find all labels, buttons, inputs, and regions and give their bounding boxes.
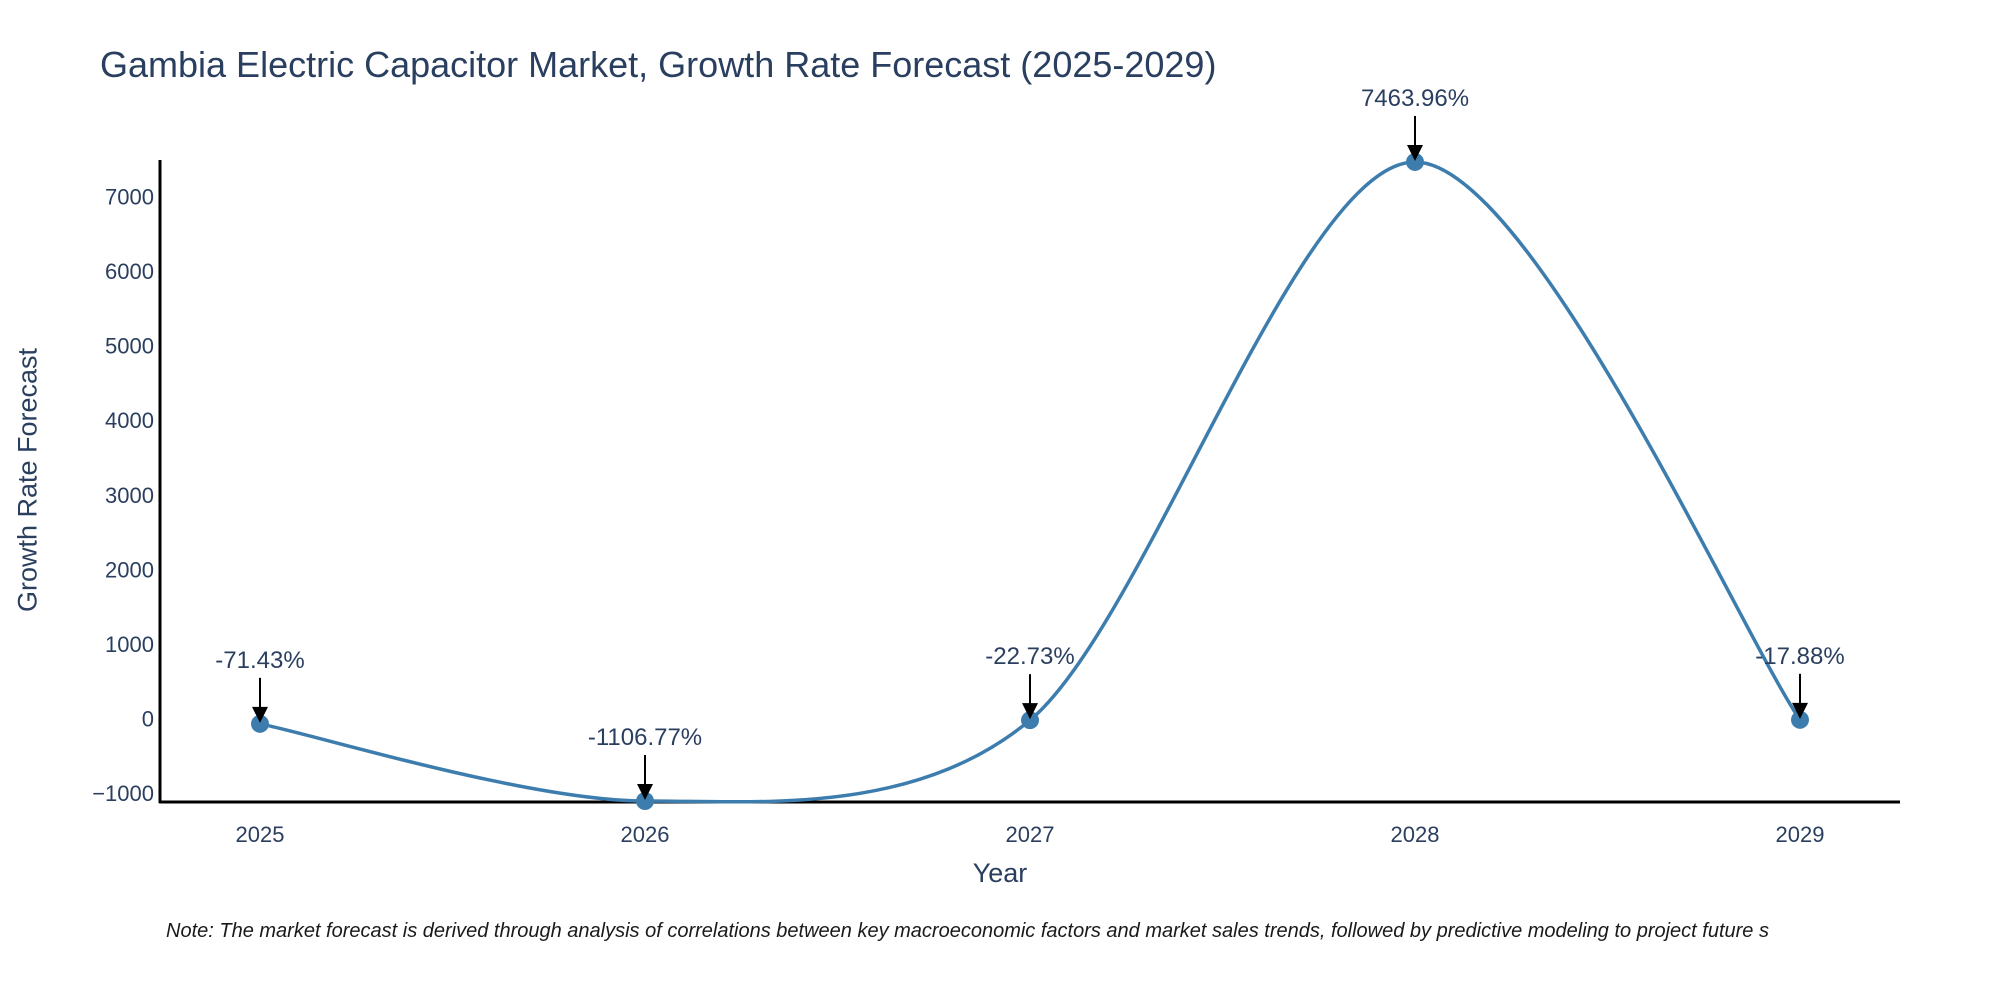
y-tick-label: 5000	[105, 334, 154, 359]
x-tick-label: 2027	[1006, 822, 1055, 847]
y-tick-label: 0	[142, 706, 154, 731]
data-label: -1106.77%	[588, 724, 702, 751]
data-point	[251, 714, 269, 733]
x-tick-label: 2028	[1391, 822, 1440, 847]
x-ticks: 2025 2026 2027 2028 2029	[236, 822, 1825, 847]
x-axis-label: Year	[972, 858, 1028, 888]
x-tick-label: 2026	[621, 822, 670, 847]
x-tick-label: 2025	[236, 822, 285, 847]
data-point	[1021, 711, 1039, 730]
chart-title: Gambia Electric Capacitor Market, Growth…	[100, 44, 1217, 85]
series-line	[259, 160, 1802, 804]
data-point	[1791, 710, 1809, 729]
data-label: -17.88%	[1755, 643, 1844, 670]
data-label: -71.43%	[215, 647, 304, 674]
y-ticks: −1000 0 1000 2000 3000 4000 5000 6000 7000	[92, 185, 154, 807]
annotation-arrow-head	[1022, 703, 1038, 720]
y-tick-label: −1000	[92, 781, 154, 806]
data-point	[1406, 152, 1424, 171]
annotation-arrow-head	[1792, 702, 1808, 719]
data-markers	[251, 152, 1809, 811]
axes	[158, 160, 1900, 804]
data-annotations: -71.43% -1106.77% -22.73% 7463.96% -17.88%	[215, 85, 1845, 801]
y-tick-label: 4000	[105, 408, 154, 433]
y-tick-label: 7000	[105, 185, 154, 210]
data-point	[636, 792, 654, 811]
data-label: 7463.96%	[1361, 85, 1469, 112]
data-label: -22.73%	[985, 643, 1074, 670]
annotation-arrow-head	[252, 706, 268, 723]
y-tick-label: 6000	[105, 259, 154, 284]
y-tick-label: 1000	[105, 632, 154, 657]
y-axis-label: Growth Rate Forecast	[12, 347, 43, 613]
annotation-arrow-head	[637, 784, 653, 801]
x-tick-label: 2029	[1776, 822, 1825, 847]
y-tick-label: 3000	[105, 483, 154, 508]
footnote: Note: The market forecast is derived thr…	[166, 920, 1769, 942]
annotation-arrow-head	[1407, 144, 1423, 161]
y-tick-label: 2000	[105, 557, 154, 582]
